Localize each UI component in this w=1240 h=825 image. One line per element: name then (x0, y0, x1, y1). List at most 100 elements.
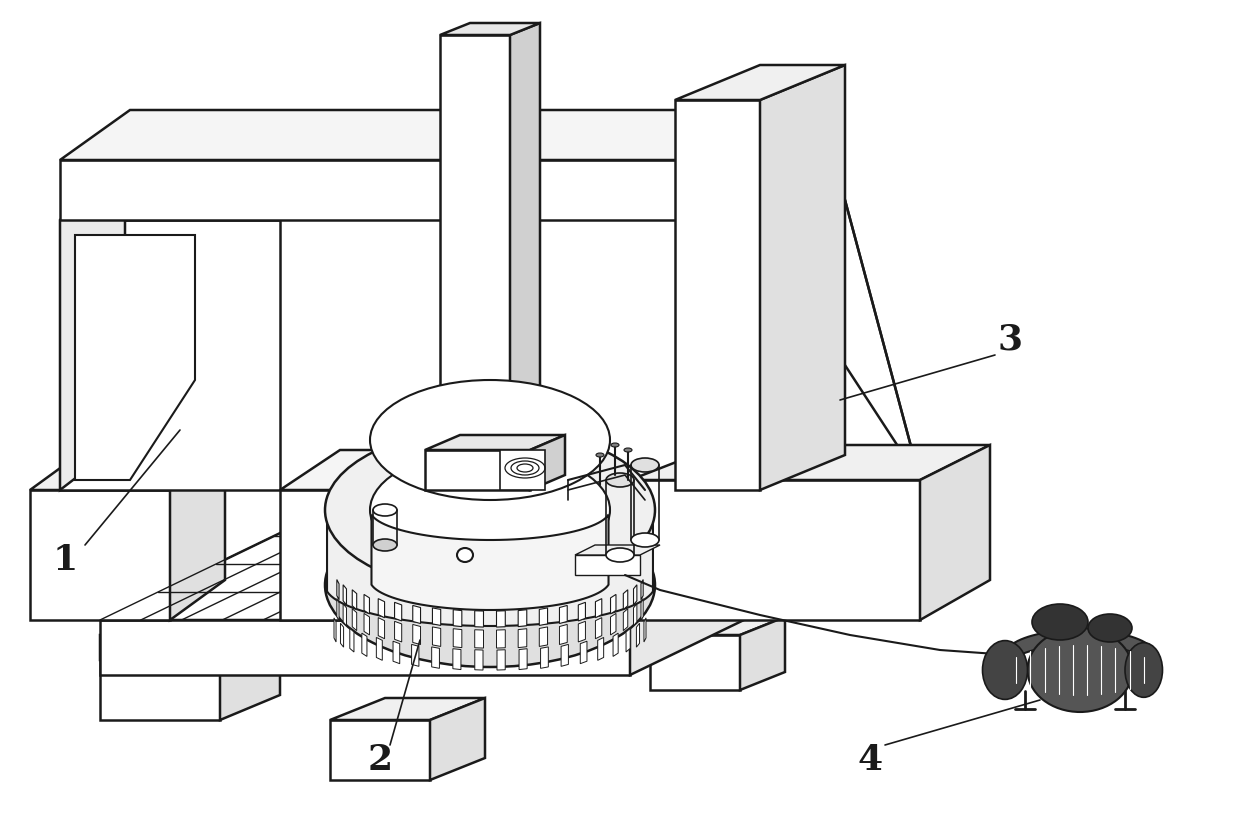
Polygon shape (559, 625, 567, 644)
Polygon shape (412, 644, 419, 667)
Polygon shape (60, 160, 701, 220)
Polygon shape (475, 610, 484, 627)
Polygon shape (575, 545, 660, 555)
Polygon shape (100, 480, 920, 620)
Polygon shape (650, 617, 785, 635)
Polygon shape (393, 641, 399, 663)
Polygon shape (496, 610, 505, 627)
Ellipse shape (1125, 643, 1163, 697)
Ellipse shape (631, 533, 658, 547)
Polygon shape (394, 621, 402, 642)
Polygon shape (343, 585, 346, 605)
Polygon shape (343, 604, 346, 626)
Polygon shape (330, 720, 430, 780)
Polygon shape (280, 450, 560, 490)
Polygon shape (760, 65, 844, 490)
Polygon shape (630, 480, 920, 620)
Ellipse shape (596, 453, 604, 457)
Polygon shape (327, 516, 653, 626)
Polygon shape (539, 608, 548, 625)
Polygon shape (362, 633, 367, 657)
Polygon shape (578, 621, 585, 642)
Polygon shape (496, 629, 505, 648)
Polygon shape (413, 625, 420, 644)
Polygon shape (433, 608, 440, 625)
Polygon shape (630, 480, 920, 675)
Text: 1: 1 (52, 543, 78, 577)
Polygon shape (518, 629, 527, 648)
Polygon shape (30, 490, 170, 620)
Ellipse shape (458, 548, 472, 562)
Ellipse shape (1028, 628, 1132, 712)
Polygon shape (920, 445, 990, 620)
Ellipse shape (325, 428, 655, 592)
Polygon shape (578, 602, 585, 621)
Polygon shape (60, 170, 345, 220)
Polygon shape (378, 618, 384, 639)
Polygon shape (100, 620, 630, 675)
Polygon shape (352, 590, 357, 610)
Polygon shape (413, 606, 420, 624)
Polygon shape (595, 599, 601, 618)
Polygon shape (575, 555, 640, 575)
Polygon shape (432, 647, 439, 668)
Polygon shape (372, 515, 609, 610)
Polygon shape (580, 641, 587, 663)
Ellipse shape (373, 504, 397, 516)
Polygon shape (341, 623, 343, 647)
Polygon shape (74, 235, 195, 480)
Polygon shape (539, 627, 548, 647)
Polygon shape (650, 635, 740, 690)
Polygon shape (330, 698, 485, 720)
Polygon shape (100, 660, 219, 720)
Polygon shape (337, 579, 339, 600)
Polygon shape (219, 635, 280, 720)
Polygon shape (529, 435, 565, 490)
Ellipse shape (370, 380, 610, 500)
Polygon shape (634, 604, 637, 626)
Ellipse shape (373, 539, 397, 551)
Polygon shape (365, 594, 370, 614)
Polygon shape (60, 110, 770, 160)
Polygon shape (440, 23, 539, 35)
Polygon shape (280, 490, 500, 620)
Polygon shape (626, 629, 630, 652)
Polygon shape (365, 614, 370, 635)
Polygon shape (334, 618, 336, 642)
Polygon shape (394, 602, 402, 621)
Polygon shape (624, 609, 627, 630)
Polygon shape (624, 590, 627, 610)
Polygon shape (634, 585, 637, 605)
Polygon shape (425, 450, 529, 490)
Polygon shape (60, 170, 125, 490)
Polygon shape (30, 450, 224, 490)
Polygon shape (518, 610, 527, 627)
Polygon shape (610, 594, 616, 614)
Polygon shape (598, 638, 604, 660)
Polygon shape (641, 598, 644, 621)
Polygon shape (500, 450, 546, 490)
Ellipse shape (1032, 604, 1087, 640)
Polygon shape (425, 435, 565, 450)
Ellipse shape (325, 503, 655, 667)
Polygon shape (100, 635, 219, 660)
Polygon shape (630, 445, 990, 480)
Text: 3: 3 (997, 323, 1023, 357)
Polygon shape (740, 617, 785, 690)
Polygon shape (453, 648, 461, 670)
Ellipse shape (631, 458, 658, 472)
Polygon shape (440, 35, 510, 480)
Ellipse shape (606, 548, 634, 562)
Polygon shape (641, 579, 644, 600)
Polygon shape (350, 629, 353, 652)
Polygon shape (454, 629, 461, 648)
Polygon shape (595, 618, 601, 639)
Polygon shape (430, 698, 485, 780)
Polygon shape (559, 606, 567, 624)
Polygon shape (170, 450, 224, 620)
Polygon shape (378, 599, 384, 618)
Polygon shape (60, 220, 280, 490)
Polygon shape (377, 638, 382, 660)
Polygon shape (541, 647, 548, 668)
Polygon shape (613, 633, 619, 657)
